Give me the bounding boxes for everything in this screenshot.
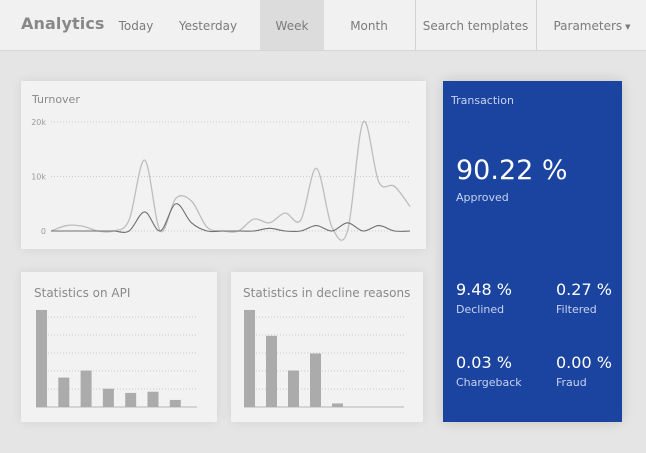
bar [288,370,299,407]
fraud-value: 0.00 % [556,353,612,372]
approved-label: Approved [456,191,509,204]
parameters-label: Parameters [553,19,623,33]
bar [266,335,277,407]
bar [332,403,343,407]
bar [102,388,114,407]
turnover-card: Turnover 20k 10k 0 [21,81,426,249]
tab-month[interactable]: Month [350,19,388,33]
bar [125,392,137,407]
top-bar: Analytics Today Yesterday Week Month Sea… [0,0,646,51]
api-stats-chart [36,309,197,408]
chargeback-value: 0.03 % [456,353,512,372]
tab-yesterday[interactable]: Yesterday [178,19,238,33]
y-tick-label: 0 [41,227,46,236]
declined-value: 9.48 % [456,280,512,299]
api-stats-card: Statistics on API [21,272,217,422]
turnover-series-line [50,203,411,233]
nav-divider [415,0,416,50]
bar [80,370,92,407]
tab-today[interactable]: Today [118,19,154,33]
turnover-chart: 20k 10k 0 [31,118,411,241]
turnover-title: Turnover [32,93,80,106]
bar [310,353,321,407]
decline-stats-card: Statistics in decline reasons [231,272,423,422]
api-stats-title: Statistics on API [34,286,131,300]
y-tick-label: 20k [31,118,46,127]
bar [36,309,47,407]
app-title: Analytics [21,14,105,33]
tab-week[interactable]: Week [260,0,324,50]
declined-label: Declined [456,303,505,316]
bar [244,309,255,407]
bar [58,377,70,407]
filtered-label: Filtered [556,303,597,316]
decline-stats-chart [244,309,404,408]
filtered-value: 0.27 % [556,280,612,299]
bar [147,391,159,407]
search-templates-button[interactable]: Search templates [422,19,529,33]
y-tick-label: 10k [31,173,46,182]
nav-divider [536,0,537,50]
decline-stats-title: Statistics in decline reasons [243,286,411,300]
chevron-down-icon: ▼ [625,23,631,31]
approved-value: 90.22 % [456,155,568,186]
fraud-label: Fraud [556,376,587,389]
transaction-panel: Transaction 90.22 % Approved 9.48 % Decl… [443,81,622,422]
chargeback-label: Chargeback [456,376,522,389]
bar [169,399,181,407]
parameters-dropdown[interactable]: Parameters ▼ [540,0,644,50]
transaction-title: Transaction [451,94,514,107]
turnover-series-line [50,120,411,241]
